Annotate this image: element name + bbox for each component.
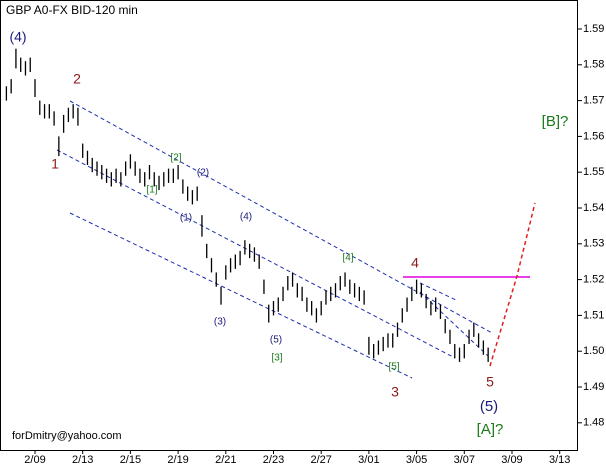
y-tick-label: 1.57 <box>583 95 604 107</box>
x-tick-label: 2/19 <box>167 454 188 466</box>
wave-label: [3] <box>271 353 282 364</box>
y-tick-label: 1.49 <box>583 381 604 393</box>
y-tick-label: 1.58 <box>583 59 604 71</box>
y-tick-label: 1.52 <box>583 274 604 286</box>
wave-label: (1) <box>180 213 192 224</box>
y-tick-label: 1.56 <box>583 130 604 142</box>
wave-label: (3) <box>214 317 226 328</box>
wave-label: (2) <box>197 168 209 179</box>
wave-label: (5) <box>270 335 282 346</box>
x-tick-label: 2/23 <box>263 454 284 466</box>
wave-label: 2 <box>73 71 81 87</box>
channel-line <box>69 212 413 379</box>
x-tick-label: 2/09 <box>24 454 45 466</box>
x-tick-label: 2/21 <box>215 454 236 466</box>
wave-label: [4] <box>342 253 353 264</box>
wave-label: (4) <box>9 29 26 45</box>
x-tick-label: 3/07 <box>454 454 475 466</box>
wave-label: [A]? <box>477 421 504 438</box>
chart-title: GBP A0-FX BID-120 min <box>6 3 138 17</box>
wave-label: [2] <box>170 153 181 164</box>
x-tick-label: 3/01 <box>358 454 379 466</box>
wave-label: [B]? <box>542 113 569 130</box>
y-tick-label: 1.59 <box>583 23 604 35</box>
wave-label: [5] <box>388 362 399 373</box>
x-tick-label: 2/13 <box>72 454 93 466</box>
wave-label: 3 <box>391 384 399 400</box>
x-tick-label: 2/15 <box>120 454 141 466</box>
y-tick-label: 1.55 <box>583 166 604 178</box>
wave-label: (4) <box>240 212 252 223</box>
wave-label: 4 <box>411 255 419 271</box>
x-tick-label: 3/09 <box>501 454 522 466</box>
y-tick-label: 1.54 <box>583 202 604 214</box>
y-tick-label: 1.53 <box>583 238 604 250</box>
y-tick-label: 1.50 <box>583 345 604 357</box>
wave-label: 1 <box>51 156 59 172</box>
wave-label: 5 <box>486 374 494 390</box>
y-tick-label: 1.51 <box>583 309 604 321</box>
channel-line <box>56 149 456 359</box>
plot-frame <box>0 0 578 451</box>
watermark: forDmitry@yahoo.com <box>12 430 122 442</box>
wave-label: (5) <box>480 398 498 415</box>
x-tick-label: 2/27 <box>310 454 331 466</box>
y-tick-label: 1.48 <box>583 417 604 429</box>
projection-line <box>489 202 536 367</box>
x-tick-label: 3/05 <box>406 454 427 466</box>
x-tick-label: 3/13 <box>549 454 570 466</box>
wave-label: [1] <box>146 185 157 196</box>
